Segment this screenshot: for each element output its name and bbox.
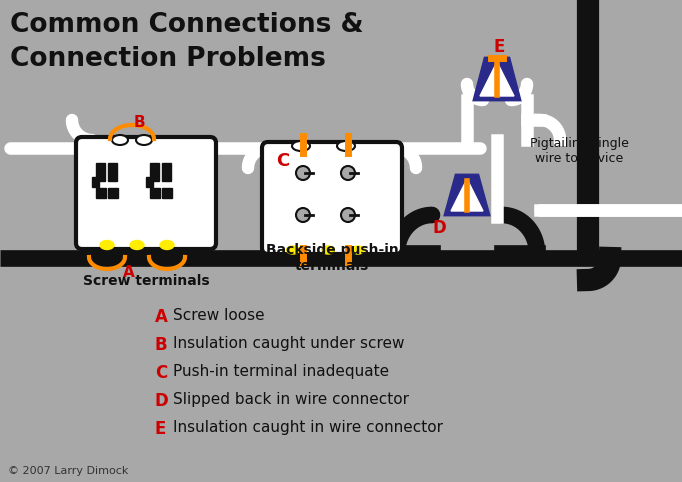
Text: C: C (155, 364, 167, 382)
Text: Screw terminals: Screw terminals (83, 274, 209, 288)
Text: Screw loose: Screw loose (173, 308, 265, 323)
FancyBboxPatch shape (262, 142, 402, 254)
Text: Slipped back in wire connector: Slipped back in wire connector (173, 392, 409, 407)
Text: D: D (432, 219, 446, 237)
Polygon shape (451, 179, 483, 211)
Text: Backside push-in
terminals: Backside push-in terminals (265, 243, 398, 273)
Bar (146, 177, 153, 187)
Bar (150, 163, 159, 181)
Ellipse shape (286, 246, 299, 254)
Ellipse shape (130, 241, 144, 250)
Bar (92, 177, 99, 187)
Polygon shape (445, 175, 489, 215)
Text: © 2007 Larry Dimock: © 2007 Larry Dimock (8, 466, 128, 476)
Text: E: E (155, 420, 166, 438)
Bar (162, 163, 171, 181)
Circle shape (341, 166, 355, 180)
Ellipse shape (136, 135, 152, 145)
Text: Pigtailing single
wire to device: Pigtailing single wire to device (530, 137, 629, 165)
Circle shape (296, 208, 310, 222)
Polygon shape (480, 62, 514, 96)
Text: Insulation caught under screw: Insulation caught under screw (173, 336, 404, 351)
Ellipse shape (351, 246, 364, 254)
Ellipse shape (112, 135, 128, 145)
Ellipse shape (160, 241, 174, 250)
Ellipse shape (100, 241, 114, 250)
Text: D: D (155, 392, 168, 410)
Bar (96, 163, 105, 181)
Text: B: B (134, 115, 146, 130)
Circle shape (341, 208, 355, 222)
Bar (108, 163, 117, 181)
Text: A: A (123, 265, 135, 280)
Bar (150, 188, 160, 198)
Text: Common Connections &: Common Connections & (10, 12, 364, 38)
Polygon shape (474, 58, 520, 100)
Ellipse shape (292, 141, 310, 151)
Ellipse shape (321, 246, 334, 254)
FancyBboxPatch shape (76, 137, 216, 249)
Text: Connection Problems: Connection Problems (10, 46, 326, 72)
Text: E: E (493, 38, 505, 56)
Bar (162, 188, 172, 198)
Text: C: C (276, 152, 289, 170)
Bar (108, 188, 118, 198)
Text: B: B (155, 336, 168, 354)
Text: A: A (155, 308, 168, 326)
Ellipse shape (337, 141, 355, 151)
Text: Insulation caught in wire connector: Insulation caught in wire connector (173, 420, 443, 435)
Text: Push-in terminal inadequate: Push-in terminal inadequate (173, 364, 389, 379)
Circle shape (296, 166, 310, 180)
Bar (96, 188, 106, 198)
